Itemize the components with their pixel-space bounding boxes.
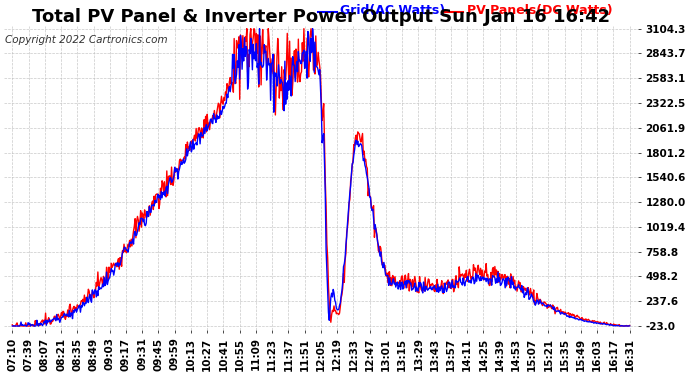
Text: Grid(AC Watts): Grid(AC Watts) [340,4,445,17]
Text: Copyright 2022 Cartronics.com: Copyright 2022 Cartronics.com [5,35,168,45]
Title: Total PV Panel & Inverter Power Output Sun Jan 16 16:42: Total PV Panel & Inverter Power Output S… [32,8,610,26]
Text: PV Panels(DC Watts): PV Panels(DC Watts) [466,4,612,17]
